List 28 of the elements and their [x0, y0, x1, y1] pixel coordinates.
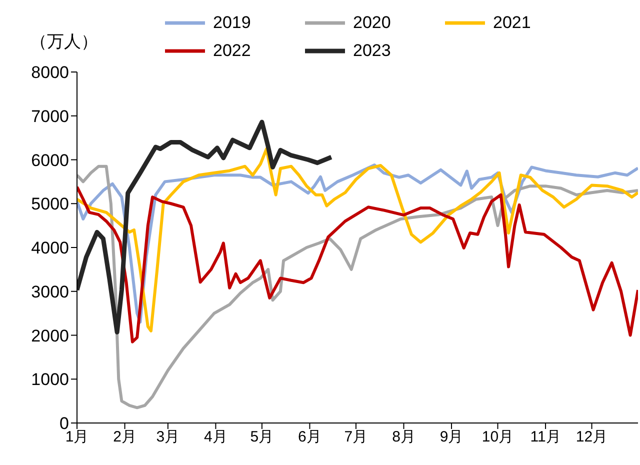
y-tick-label: 8000: [31, 63, 69, 82]
x-tick-label: 2月: [113, 428, 136, 446]
legend-label: 2020: [353, 13, 391, 33]
x-tick-label: 8月: [392, 428, 416, 446]
y-tick-label: 7000: [31, 106, 69, 126]
x-tick-label: 11月: [530, 428, 561, 446]
legend-label: 2019: [213, 13, 251, 33]
x-tick-label: 5月: [250, 428, 274, 446]
x-tick-label: 3月: [156, 428, 180, 446]
x-tick-label: 10月: [482, 428, 514, 446]
x-tick-label: 12月: [576, 428, 608, 446]
x-tick-label: 9月: [440, 428, 464, 446]
legend-label: 2022: [213, 41, 251, 61]
y-axis-title: （万人）: [30, 31, 98, 53]
y-tick-label: 4000: [31, 238, 69, 258]
y-tick-label: 2000: [31, 326, 69, 346]
y-tick-label: 5000: [31, 194, 69, 214]
line-series: [77, 185, 638, 344]
legend-label: 2023: [353, 41, 391, 61]
y-tick-label: 1000: [31, 370, 69, 390]
x-tick-label: 6月: [298, 428, 322, 446]
x-tick-label: 7月: [344, 428, 368, 446]
line-series: [77, 120, 334, 334]
x-tick-label: 4月: [204, 428, 228, 446]
legend-label: 2021: [493, 13, 531, 33]
y-tick-label: 3000: [31, 282, 69, 302]
x-tick-label: 1月: [65, 428, 89, 446]
y-tick-label: 6000: [31, 150, 69, 170]
